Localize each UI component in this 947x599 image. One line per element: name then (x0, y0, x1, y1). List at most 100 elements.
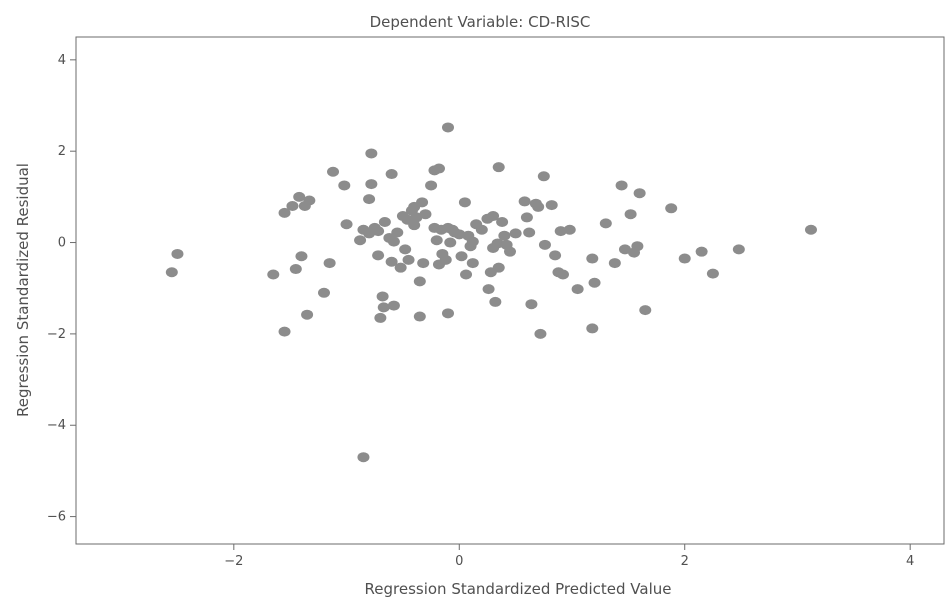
data-point (372, 250, 385, 261)
data-point (556, 269, 569, 280)
data-point (563, 224, 576, 235)
y-axis: 4 2 0 −2 −4 −6 (47, 53, 76, 525)
data-point (545, 200, 558, 211)
x-tick-label: 4 (906, 554, 914, 569)
data-point (387, 300, 400, 311)
data-point (377, 302, 390, 313)
x-tick-label: 2 (681, 554, 689, 569)
data-point (492, 162, 505, 173)
y-tick-label: −2 (47, 327, 66, 342)
data-point (293, 191, 306, 202)
data-point (532, 201, 545, 212)
data-point (327, 166, 340, 177)
data-point (525, 299, 538, 310)
data-point (417, 258, 430, 269)
data-point (391, 227, 404, 238)
data-point (678, 253, 691, 264)
data-point (588, 277, 601, 288)
data-point (374, 312, 387, 323)
data-point (489, 296, 502, 307)
data-point (498, 230, 511, 241)
data-point (363, 194, 376, 205)
data-point (453, 229, 466, 240)
data-point (496, 216, 509, 227)
data-point (455, 251, 468, 262)
data-point (372, 226, 385, 237)
data-point (419, 209, 432, 220)
data-point (706, 268, 719, 279)
x-axis-label: Regression Standardized Predicted Value (365, 580, 672, 598)
data-point (695, 246, 708, 257)
data-point (442, 122, 454, 133)
data-point (442, 308, 454, 319)
y-tick-label: 2 (58, 144, 66, 159)
data-point (318, 287, 330, 298)
data-point (385, 169, 398, 180)
chart-title: Dependent Variable: CD-RISC (370, 13, 591, 31)
data-point (518, 196, 531, 207)
data-point (278, 326, 291, 337)
data-points (165, 122, 817, 463)
data-point (460, 269, 473, 280)
y-tick-label: 0 (58, 236, 66, 251)
data-point (410, 212, 423, 223)
data-point (549, 250, 562, 261)
data-point (608, 258, 621, 269)
data-point (402, 254, 415, 265)
data-point (340, 219, 353, 230)
data-point (504, 246, 516, 257)
data-point (432, 163, 445, 174)
data-point (509, 228, 522, 239)
data-point (416, 197, 429, 208)
data-point (466, 236, 479, 247)
x-tick-label: 0 (455, 554, 463, 569)
data-point (487, 211, 500, 222)
data-point (599, 218, 612, 229)
data-point (413, 276, 426, 287)
data-point (732, 244, 745, 255)
data-point (378, 216, 391, 227)
y-tick-label: −6 (47, 510, 66, 525)
data-point (278, 207, 291, 218)
data-point (475, 224, 488, 235)
data-point (615, 180, 628, 191)
data-point (466, 258, 479, 269)
data-point (491, 238, 504, 249)
data-point (492, 262, 505, 273)
data-point (633, 188, 646, 199)
data-point (376, 291, 389, 302)
data-point (430, 235, 443, 246)
data-point (413, 311, 426, 322)
data-point (408, 220, 421, 231)
y-axis-label: Regression Standardized Residual (14, 163, 32, 417)
data-point (631, 241, 644, 252)
data-point (394, 262, 407, 273)
data-point (365, 148, 378, 159)
data-point (399, 244, 412, 255)
x-tick-label: −2 (224, 554, 243, 569)
data-point (171, 248, 184, 259)
data-point (387, 236, 400, 247)
data-point (618, 244, 631, 255)
data-point (639, 305, 652, 316)
data-point (520, 212, 533, 223)
data-point (804, 224, 817, 235)
data-point (458, 197, 471, 208)
data-point (439, 254, 452, 265)
data-point (289, 264, 302, 275)
data-point (538, 239, 551, 250)
data-point (444, 237, 457, 248)
data-point (554, 226, 567, 237)
data-point (303, 195, 316, 206)
data-point (624, 209, 637, 220)
data-point (586, 253, 599, 264)
data-point (365, 179, 378, 190)
data-point (571, 284, 584, 295)
data-point (295, 251, 308, 262)
data-point (165, 267, 178, 278)
data-point (537, 171, 550, 182)
data-point (385, 256, 398, 267)
data-point (301, 309, 314, 320)
data-point (338, 180, 351, 191)
